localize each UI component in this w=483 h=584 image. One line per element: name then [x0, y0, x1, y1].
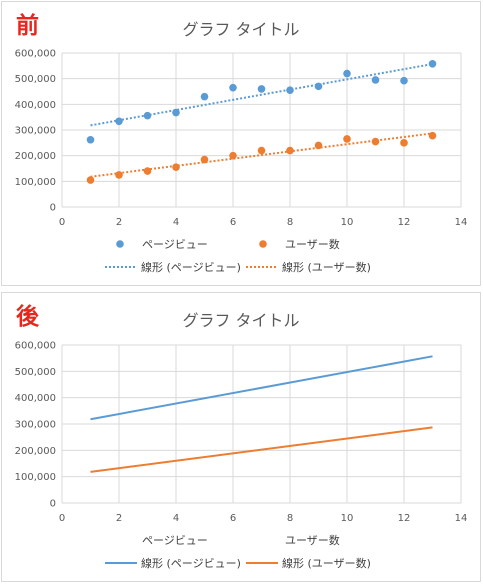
after-xtick-label: 4 [173, 513, 179, 524]
after-badge: 後 [16, 304, 39, 330]
before-ytick-label: 200,000 [15, 151, 56, 162]
before-xtick-label: 10 [341, 217, 354, 228]
before-ytick-label: 100,000 [15, 177, 56, 188]
chart-panel-after: 後 グラフ タイトル 0 100,000 200,000 300,000 400,000… [1, 292, 481, 582]
after-ytick-label: 300,000 [15, 420, 56, 431]
before-xtick-label: 8 [287, 217, 293, 228]
before-point-users [400, 139, 408, 147]
before-point-users [428, 131, 437, 140]
before-legend-trend-label-pageviews: 線形 (ページビュー) [141, 260, 241, 274]
after-ytick-label: 600,000 [15, 341, 56, 352]
before-legend-trend-label-users: 線形 (ユーザー数) [282, 260, 371, 274]
after-xtick-label: 14 [455, 513, 468, 524]
chart-panel-before: 前 グラフ タイトル 0 100,000 200,000 300,000 400,000… [1, 1, 481, 286]
scatter-chart-before: 0 100,000 200,000 300,000 400,000 500,000 600,… [15, 49, 468, 275]
before-point-pageviews [257, 85, 266, 93]
before-ytick-label: 400,000 [15, 100, 56, 111]
before-point-pageviews [343, 69, 351, 78]
before-badge: 前 [16, 13, 39, 39]
after-legend-trend-label-pageviews: 線形 (ページビュー) [141, 556, 241, 570]
before-point-users [286, 146, 294, 155]
after-legend-trend-label-users: 線形 (ユーザー数) [282, 556, 371, 570]
before-point-users [172, 163, 180, 172]
line-chart-after: 0 100,000 200,000 300,000 400,000 500,000 600,… [15, 341, 468, 571]
before-point-pageviews [371, 76, 380, 84]
before-point-pageviews [115, 117, 123, 126]
before-ytick-label: 0 [50, 203, 56, 214]
before-xtick-label: 2 [116, 217, 122, 228]
after-xtick-label: 2 [116, 513, 122, 524]
after-legend-label-users: ユーザー数 [285, 534, 340, 547]
before-point-users [257, 146, 266, 155]
before-legend-label-pageviews: ページビュー [142, 238, 208, 251]
before-point-users [86, 176, 95, 184]
after-ytick-label: 0 [50, 499, 56, 510]
before-xtick-label: 12 [398, 217, 411, 228]
before-point-users [143, 167, 152, 175]
before-trendline-pageviews [90, 63, 433, 127]
chart-title-after: グラフ タイトル [182, 311, 300, 330]
before-xtick-label: 6 [230, 217, 236, 228]
chart-title-before: グラフ タイトル [182, 20, 300, 39]
after-ytick-label: 500,000 [15, 367, 56, 378]
before-legend-label-users: ユーザー数 [285, 238, 340, 251]
before-legend-marker-users [259, 240, 267, 248]
before-point-users [229, 151, 237, 160]
before-point-pageviews [400, 76, 408, 85]
after-ytick-label: 200,000 [15, 446, 56, 457]
after-trendline-users [90, 426, 433, 473]
after-xtick-label: 6 [230, 513, 236, 524]
before-point-pageviews [286, 86, 294, 95]
before-point-pageviews [314, 82, 323, 91]
before-point-pageviews [86, 135, 95, 144]
after-xtick-label: 8 [287, 513, 293, 524]
before-point-pageviews [229, 83, 237, 92]
before-point-pageviews [428, 59, 437, 68]
before-point-pageviews [200, 92, 209, 101]
after-legend-label-pageviews: ページビュー [142, 534, 208, 547]
before-ytick-label: 500,000 [15, 74, 56, 85]
before-point-users [115, 171, 123, 179]
after-xtick-label: 10 [341, 513, 354, 524]
before-ytick-label: 300,000 [15, 126, 56, 137]
after-ytick-label: 400,000 [15, 393, 56, 404]
before-point-users [314, 141, 323, 150]
before-trendline-users [90, 132, 433, 178]
before-xtick-label: 0 [59, 217, 65, 228]
before-point-users [343, 135, 351, 143]
before-point-pageviews [172, 108, 180, 117]
before-point-users [200, 155, 209, 164]
before-xtick-label: 14 [455, 217, 468, 228]
before-ytick-label: 600,000 [15, 49, 56, 60]
before-point-pageviews [143, 111, 152, 120]
after-xtick-label: 0 [59, 513, 65, 524]
after-ytick-label: 100,000 [15, 472, 56, 483]
after-trendline-pageviews [90, 355, 433, 421]
after-xtick-label: 12 [398, 513, 411, 524]
before-legend-marker-pageviews [116, 240, 124, 248]
before-xtick-label: 4 [173, 217, 179, 228]
before-point-users [371, 137, 380, 146]
